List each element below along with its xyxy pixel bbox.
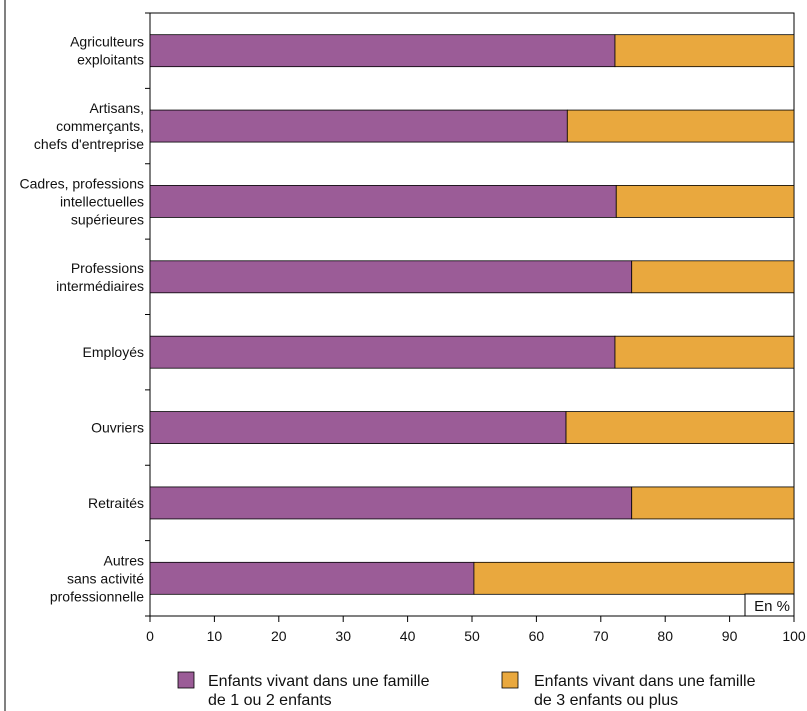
category-label-line: Professions [71, 260, 144, 276]
category-label: Cadres, professions intellectuelles supéri… [19, 175, 144, 227]
unit-label: En % [754, 598, 790, 615]
bar-segment-one-two-children [149, 185, 617, 218]
legend-label: Enfants vivant dans une famille de 1 ou 2… [208, 673, 430, 709]
bar-segment-one-two-children [149, 561, 475, 595]
bar-segment-one-two-children [149, 335, 616, 369]
category-label-line: Ouvriers [91, 420, 144, 436]
x-tick-label: 30 [335, 628, 351, 644]
plot-frame [149, 12, 795, 617]
x-tick-label: 80 [657, 628, 673, 644]
x-tick-label: 10 [207, 628, 223, 644]
x-tick-label: 40 [400, 628, 416, 644]
bar-segment-three-plus-children [473, 561, 795, 595]
bar-segment-three-plus-children [615, 185, 795, 218]
bar-segment-three-plus-children [565, 411, 795, 444]
category-label-line: intellectuelles [60, 193, 144, 209]
category-label: Autres sans activité professionnelle [50, 552, 144, 604]
category-label: Agriculteurs exploitants [70, 34, 144, 68]
legend-label-line: de 3 enfants ou plus [534, 692, 678, 709]
category-label: Ouvriers [91, 420, 144, 436]
category-label-line: exploitants [77, 52, 144, 68]
category-label-line: Retraités [88, 495, 144, 511]
category-label-line: chefs d'entreprise [34, 136, 144, 152]
unit-label-box [744, 593, 795, 617]
x-tick-label: 0 [146, 628, 154, 644]
bar-segment-three-plus-children [631, 260, 795, 294]
legend-swatch [501, 671, 519, 689]
category-label: Employés [83, 344, 144, 360]
category-label: Artisans, commerçants, chefs d'entreprise [34, 100, 144, 152]
category-label-line: Employés [83, 344, 144, 360]
category-label: Professions intermédiaires [56, 260, 144, 294]
x-tick-label: 70 [593, 628, 609, 644]
category-label-line: Artisans, [90, 100, 144, 116]
category-label-line: Autres [104, 552, 144, 568]
category-label-line: Agriculteurs [70, 34, 144, 50]
bar-segment-one-two-children [149, 34, 616, 68]
category-label-line: commerçants, [56, 118, 144, 134]
bar-segment-one-two-children [149, 109, 568, 143]
legend-label-line: de 1 ou 2 enfants [208, 692, 332, 709]
category-label-line: intermédiaires [56, 278, 144, 294]
bar-segment-three-plus-children [566, 109, 795, 143]
category-label: Retraités [88, 495, 144, 511]
bar-segment-three-plus-children [614, 335, 795, 369]
category-label-line: sans activité [67, 570, 144, 586]
bar-segment-one-two-children [149, 486, 633, 520]
x-tick-label: 100 [782, 628, 806, 644]
legend-label: Enfants vivant dans une famille de 3 enfa… [534, 673, 756, 709]
bar-segment-one-two-children [149, 260, 633, 294]
bar-segment-one-two-children [149, 411, 567, 444]
x-tick-label: 90 [722, 628, 738, 644]
x-tick-label: 20 [271, 628, 287, 644]
legend-label-line: Enfants vivant dans une famille [208, 673, 430, 690]
x-tick-label: 50 [464, 628, 480, 644]
legend-swatch [177, 671, 195, 689]
category-label-line: supérieures [71, 211, 144, 227]
x-tick-label: 60 [529, 628, 545, 644]
bar-segment-three-plus-children [631, 486, 795, 520]
bar-segment-three-plus-children [614, 34, 795, 68]
legend-label-line: Enfants vivant dans une famille [534, 673, 756, 690]
category-label-line: professionnelle [50, 588, 144, 604]
legend: Enfants vivant dans une famille de 1 ou 2… [177, 671, 756, 709]
plot-area: Agriculteurs exploitants Artisans, commerça… [19, 12, 806, 644]
category-label-line: Cadres, professions [19, 175, 144, 191]
